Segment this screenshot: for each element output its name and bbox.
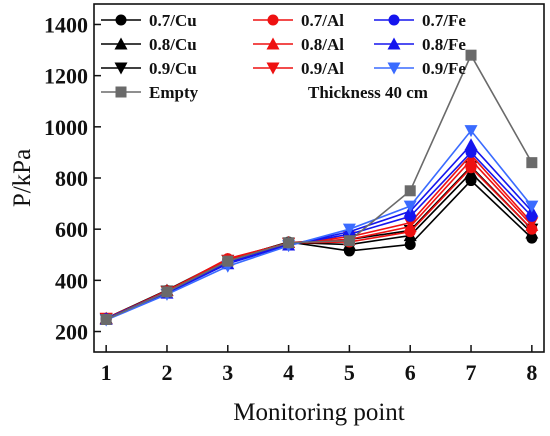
legend-label: 0.9/Fe: [422, 59, 466, 78]
data-point-empty: [283, 237, 295, 249]
x-tick-label: 4: [283, 360, 294, 385]
y-tick-label: 1000: [44, 115, 88, 140]
x-tick-label: 3: [222, 360, 233, 385]
legend-marker: [387, 62, 401, 75]
series-group: [99, 49, 539, 327]
series-line-0-8-fe: [105, 143, 533, 320]
legend-marker: [388, 14, 400, 26]
legend-item-0-9-al: 0.9/Al: [253, 59, 344, 78]
legend-marker: [114, 37, 128, 50]
legend-label: 0.8/Al: [301, 35, 344, 54]
data-point-0-8-fe: [464, 138, 478, 151]
legend-item-0-9-cu: 0.9/Cu: [101, 59, 197, 78]
y-tick-label: 800: [55, 166, 88, 191]
series-line-0-9-fe: [105, 129, 533, 321]
series-line-empty: [105, 53, 533, 321]
series-0-7-cu: [100, 175, 538, 325]
legend-marker: [266, 62, 280, 75]
legend-item-0-8-al: 0.8/Al: [253, 35, 344, 54]
legend-label: 0.8/Cu: [149, 35, 197, 54]
legend-item-0-7-cu: 0.7/Cu: [101, 11, 197, 30]
x-axis-title: Monitoring point: [233, 399, 405, 426]
data-point-empty: [465, 49, 477, 61]
legend-label: 0.9/Al: [301, 59, 344, 78]
legend-label: 0.9/Cu: [149, 59, 197, 78]
data-point-empty: [161, 286, 173, 298]
x-tick-label: 8: [526, 360, 537, 385]
legend-item-0-8-fe: 0.8/Fe: [374, 35, 466, 54]
x-tick-label: 2: [161, 360, 172, 385]
data-point-0-9-fe: [342, 223, 356, 236]
y-tick-label: 600: [55, 217, 88, 242]
axis-ticks: 1 2 3 4 5 6 7 8 200 400 600 800 1000 1200 1400: [44, 12, 537, 385]
x-tick-label: 1: [101, 360, 112, 385]
legend-marker: [387, 37, 401, 50]
legend-marker: [266, 37, 280, 50]
data-point-empty: [222, 255, 234, 267]
legend-marker: [267, 14, 279, 26]
legend-label: 0.8/Fe: [422, 35, 466, 54]
data-point-0-9-fe: [525, 200, 539, 213]
legend-item-empty: Empty: [101, 83, 199, 102]
data-point-empty: [526, 157, 538, 169]
legend-label: 0.7/Al: [301, 11, 344, 30]
legend-marker: [114, 62, 128, 75]
legend-item-0-7-al: 0.7/Al: [253, 11, 344, 30]
annotation-thickness: Thickness 40 cm: [308, 83, 428, 102]
data-point-0-7-cu: [404, 239, 416, 251]
data-point-empty: [343, 235, 355, 247]
series-empty: [100, 49, 538, 326]
x-tick-label: 5: [344, 360, 355, 385]
data-point-empty: [404, 185, 416, 197]
legend-label: Empty: [149, 83, 199, 102]
data-point-0-9-fe: [403, 200, 417, 213]
y-tick-label: 200: [55, 320, 88, 345]
legend-label: 0.7/Cu: [149, 11, 197, 30]
x-tick-label: 7: [466, 360, 477, 385]
y-tick-label: 1400: [44, 12, 88, 37]
legend: 0.7/Cu 0.8/Cu 0.9/Cu Empty 0.7/Al 0.8/Al 0.9/A…: [101, 11, 466, 102]
legend-item-0-7-fe: 0.7/Fe: [374, 11, 466, 30]
legend-item-0-8-cu: 0.8/Cu: [101, 35, 197, 54]
legend-label: 0.7/Fe: [422, 11, 466, 30]
y-tick-label: 400: [55, 268, 88, 293]
plot-frame: [93, 3, 545, 353]
legend-marker: [115, 14, 127, 26]
data-point-empty: [100, 314, 112, 326]
data-point-0-9-fe: [464, 125, 478, 138]
legend-marker: [115, 86, 127, 98]
y-axis-title: P/kPa: [9, 149, 36, 207]
series-0-8-cu: [99, 166, 539, 324]
y-tick-label: 1200: [44, 64, 88, 89]
x-tick-label: 6: [405, 360, 416, 385]
legend-item-0-9-fe: 0.9/Fe: [374, 59, 466, 78]
